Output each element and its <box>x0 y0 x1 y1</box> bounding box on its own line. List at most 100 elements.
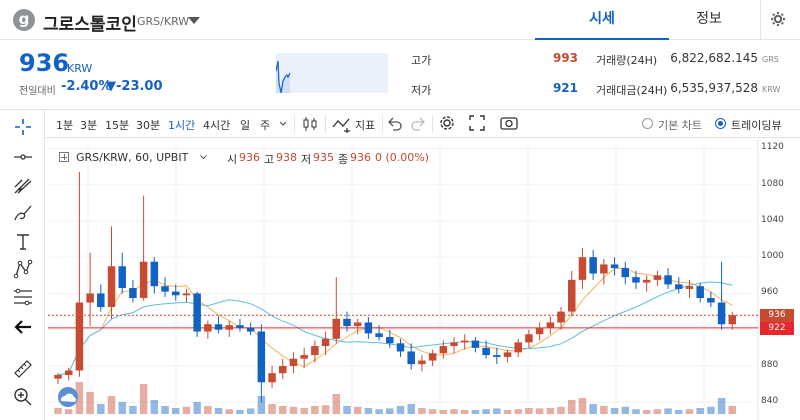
candle <box>685 286 694 289</box>
volume-bar <box>396 406 405 414</box>
candle <box>246 327 255 332</box>
indicator-icon[interactable] <box>332 115 354 133</box>
interval-day[interactable]: 일 <box>240 119 251 132</box>
toolbar-divider <box>294 115 295 133</box>
interval-1m[interactable]: 1분 <box>56 119 74 132</box>
volume-bar <box>289 406 298 414</box>
y-tick-label: 1000 <box>761 251 784 262</box>
candle <box>236 325 244 328</box>
crosshair-tool-icon[interactable] <box>12 116 34 138</box>
legend-chevron-icon[interactable] <box>200 155 207 160</box>
fib-tool-icon[interactable] <box>12 286 34 308</box>
candle <box>225 325 233 330</box>
candle <box>407 351 415 365</box>
interval-4h[interactable]: 4시간 <box>203 119 231 132</box>
candle <box>568 279 576 312</box>
volume-bar <box>246 408 255 414</box>
interval-1h[interactable]: 1시간 <box>168 119 196 132</box>
volume-bar <box>439 410 448 414</box>
volume-value: 6,822,682.145 <box>670 51 758 65</box>
horizontal-line-tool-icon[interactable] <box>12 146 34 168</box>
candle <box>707 297 715 303</box>
candle <box>182 293 191 296</box>
chart-settings-gear-icon[interactable] <box>438 114 456 132</box>
current-price: 936 <box>19 49 70 77</box>
legend-toggle-icon[interactable] <box>59 152 69 162</box>
volume-bar <box>664 408 672 414</box>
candle <box>578 257 587 280</box>
volume-bar <box>54 408 62 414</box>
low-label: 저가 <box>411 84 432 97</box>
volume-bar <box>118 402 126 414</box>
volume-bar <box>589 404 597 414</box>
volume-bar <box>182 406 191 414</box>
volume-bar <box>193 402 201 414</box>
candle <box>204 324 212 332</box>
volume-bar <box>418 408 426 414</box>
interval-15m[interactable]: 15분 <box>105 119 130 132</box>
candle <box>664 275 672 285</box>
text-tool-icon[interactable] <box>12 230 34 252</box>
chart-toolbar: 1분 3분 15분 30분 1시간 4시간 일 주 지표 기본 <box>45 110 800 138</box>
tab-price[interactable]: 시세 <box>535 0 669 40</box>
volume-bar <box>675 410 683 414</box>
volume-bar <box>75 382 84 414</box>
coin-logo: g <box>13 9 35 31</box>
tradingview-label[interactable]: 트레이딩뷰 <box>731 119 782 132</box>
ruler-tool-icon[interactable] <box>12 358 34 380</box>
trend-lines-tool-icon[interactable] <box>12 174 34 196</box>
legend-change: 0 (0.00%) <box>375 151 430 164</box>
candle <box>418 360 426 365</box>
candle <box>428 353 437 361</box>
candle <box>642 279 651 283</box>
volume-bar <box>696 408 704 414</box>
volume-bar <box>343 406 351 414</box>
undo-icon[interactable] <box>387 116 403 132</box>
fullscreen-icon[interactable] <box>469 115 485 131</box>
toolbar-divider <box>325 115 326 133</box>
candle <box>321 338 330 347</box>
camera-icon[interactable] <box>500 115 518 131</box>
chevron-down-icon[interactable] <box>279 121 287 127</box>
tradingview-logo-icon <box>58 387 78 407</box>
interval-3m[interactable]: 3분 <box>80 119 98 132</box>
candle <box>86 293 94 303</box>
candlestick-chart[interactable] <box>46 139 800 420</box>
brush-tool-icon[interactable] <box>12 202 34 224</box>
volume-bar <box>407 404 415 414</box>
volume-bar <box>578 398 587 414</box>
indicator-label[interactable]: 지표 <box>355 119 376 132</box>
basic-chart-label[interactable]: 기본 차트 <box>658 119 702 132</box>
candle <box>728 315 737 325</box>
tradingview-radio[interactable] <box>715 118 726 129</box>
ticker-panel: 936 KRW 전일대비 -2.40% ▼-23.00 고가 993 저가 92… <box>0 40 800 110</box>
settings-button[interactable] <box>760 0 800 40</box>
basic-chart-radio[interactable] <box>642 118 653 129</box>
redo-icon[interactable] <box>410 116 426 132</box>
volume-bar <box>471 410 480 414</box>
candle <box>632 277 640 283</box>
pattern-tool-icon[interactable] <box>12 258 34 280</box>
back-arrow-icon[interactable] <box>12 316 34 338</box>
volume-bar <box>150 400 159 414</box>
volume-bar <box>311 406 319 414</box>
amount-value: 6,535,937,528 <box>670 81 758 95</box>
interval-week[interactable]: 주 <box>260 119 271 132</box>
candle-type-icon[interactable] <box>301 115 319 133</box>
caret-down-icon[interactable] <box>188 17 200 24</box>
tab-info[interactable]: 정보 <box>696 11 722 27</box>
interval-30m[interactable]: 30분 <box>136 119 161 132</box>
amount-label: 거래대금(24H) <box>596 84 668 97</box>
volume-bar <box>161 406 169 414</box>
candle <box>589 257 597 274</box>
legend-symbol[interactable]: GRS/KRW, 60, UPBIT <box>76 151 189 164</box>
candle <box>139 261 148 298</box>
y-tick-label: 880 <box>761 359 779 370</box>
zoom-tool-icon[interactable] <box>12 386 34 408</box>
volume-bar <box>568 400 576 414</box>
volume-bar <box>107 396 116 414</box>
candle <box>75 302 84 371</box>
candle <box>289 358 298 366</box>
coin-name[interactable]: 그로스톨코인 <box>43 15 137 35</box>
